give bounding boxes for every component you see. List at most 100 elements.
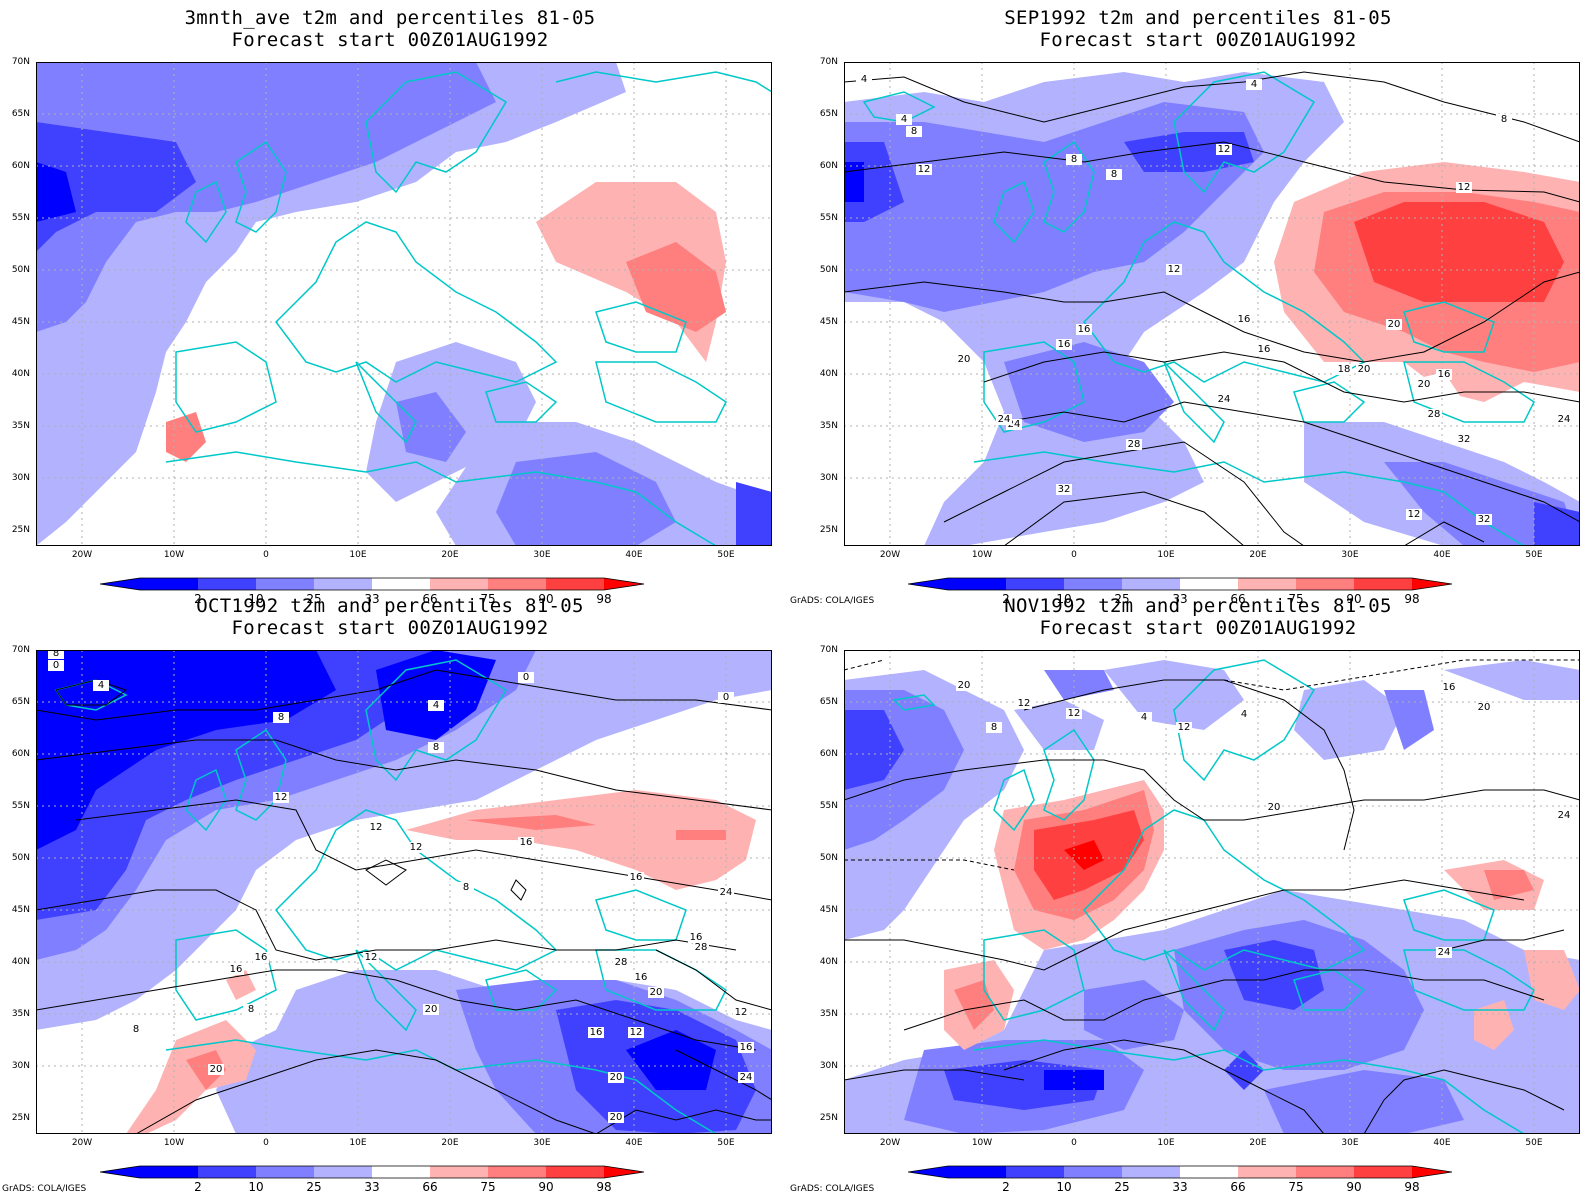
colorbar-label: 90: [1346, 1180, 1362, 1194]
contour-label-bg: [1246, 79, 1262, 90]
contour-label-bg: [1476, 514, 1492, 525]
contour-label-bg: [1441, 682, 1457, 693]
contour-label-bg: [1496, 114, 1512, 125]
lon-label: 20W: [879, 550, 901, 560]
contour-label-bg: [93, 680, 109, 691]
colorbar: [908, 1165, 1453, 1179]
contour-label: 8: [991, 722, 997, 733]
contour-label-bg: [588, 1027, 604, 1038]
lat-label: 40N: [11, 957, 30, 967]
contour-label-bg: [956, 354, 972, 365]
lat-label: 70N: [11, 57, 30, 67]
contour-label: 12: [1168, 264, 1181, 275]
colorbar-label: 98: [1404, 592, 1420, 606]
lat-label: 65N: [11, 697, 30, 707]
contour-label-bg: [1556, 810, 1572, 821]
contour-label: 24: [1558, 810, 1571, 821]
contour-label-bg: [693, 942, 709, 953]
lon-label: 30E: [533, 550, 551, 560]
lon-label: 0: [1071, 550, 1077, 560]
colorbar-label: 75: [480, 592, 496, 606]
lon-label: 10W: [971, 1138, 993, 1148]
contour-label: 12: [1068, 708, 1081, 719]
contour-label-bg: [718, 692, 734, 703]
contour-label-bg: [718, 887, 734, 898]
lon-label: 10E: [1157, 550, 1175, 560]
lat-label: 30N: [11, 473, 30, 483]
panel-title: NOV1992 t2m and percentiles 81-05: [1004, 595, 1392, 617]
contour-label: 8: [53, 650, 59, 659]
contour-label-bg: [1356, 364, 1372, 375]
contour-label: 4: [98, 680, 104, 691]
contour-label: 28: [1428, 409, 1441, 420]
contour-label: 24: [720, 887, 733, 898]
contour-label-bg: [1416, 379, 1432, 390]
contour-label-bg: [363, 952, 379, 963]
contour-label-bg: [1126, 439, 1142, 450]
contour-label-bg: [1456, 182, 1472, 193]
lon-label: 40E: [1433, 1138, 1451, 1148]
lat-label: 60N: [11, 749, 30, 759]
lat-label: 30N: [819, 473, 838, 483]
lat-label: 25N: [819, 525, 838, 535]
contour-label: 12: [735, 1007, 748, 1018]
contour-label-bg: [1056, 484, 1072, 495]
contour-label: 16: [740, 1042, 753, 1053]
lon-label: 10W: [971, 550, 993, 560]
panel-subtitle: Forecast start 00Z01AUG1992: [231, 617, 549, 639]
contour-label: 8: [1071, 154, 1077, 165]
contour-label: 20: [1478, 702, 1491, 713]
contour-label: 20: [650, 987, 663, 998]
contour-label: 20: [610, 1072, 623, 1083]
contour-label: 8: [133, 1024, 139, 1035]
lon-label: 10E: [349, 550, 367, 560]
lon-label: 10W: [163, 550, 185, 560]
lon-label: 20E: [441, 1138, 459, 1148]
lon-label: 20E: [1249, 550, 1267, 560]
lat-label: 45N: [819, 905, 838, 915]
lon-label: 10E: [1157, 1138, 1175, 1148]
contour-label-bg: [648, 987, 664, 998]
contour-label-bg: [1336, 364, 1352, 375]
lon-label: 40E: [625, 550, 643, 560]
lon-label: 20W: [71, 1138, 93, 1148]
contour-label: 20: [1388, 319, 1401, 330]
colorbar-label: 75: [480, 1180, 496, 1194]
lat-label: 35N: [11, 421, 30, 431]
contour-label-bg: [608, 1072, 624, 1083]
contour-label-bg: [986, 722, 1002, 733]
contour-label: 20: [958, 354, 971, 365]
colorbar-label: 90: [1346, 592, 1362, 606]
colorbar-label: 10: [1056, 1180, 1072, 1194]
contour-label: 12: [1178, 722, 1191, 733]
panel-subtitle: Forecast start 00Z01AUG1992: [1039, 29, 1357, 51]
contour-label: 8: [1111, 169, 1117, 180]
contour-label-bg: [1006, 419, 1022, 430]
lon-label: 0: [263, 550, 269, 560]
colorbar-label: 66: [1230, 1180, 1246, 1194]
contour-label-bg: [1106, 169, 1122, 180]
contour-label: 20: [425, 1004, 438, 1015]
contour-label-bg: [243, 1004, 259, 1015]
contour-label-bg: [896, 114, 912, 125]
contour-label: 12: [1458, 182, 1471, 193]
contour-label-bg: [1176, 722, 1192, 733]
lat-label: 45N: [11, 905, 30, 915]
contour-label: 16: [255, 952, 268, 963]
contour-label-bg: [1056, 339, 1072, 350]
contour-label-bg: [1236, 314, 1252, 325]
contour-label: 32: [1458, 434, 1471, 445]
colorbar-label: 2: [194, 1180, 202, 1194]
grads-credit: GrADS: COLA/IGES: [790, 596, 875, 606]
contour-label-bg: [906, 126, 922, 137]
contour-label: 12: [365, 952, 378, 963]
contour-label: 24: [1008, 419, 1021, 430]
contour-label: 16: [1078, 324, 1091, 335]
contour-label: 24: [1218, 394, 1231, 405]
colorbar-label: 66: [422, 592, 438, 606]
contour-label: 0: [523, 672, 529, 683]
contour-label-bg: [916, 164, 932, 175]
contour-label-bg: [48, 660, 64, 671]
colorbar-label: 98: [1404, 1180, 1420, 1194]
lon-label: 20W: [879, 1138, 901, 1148]
